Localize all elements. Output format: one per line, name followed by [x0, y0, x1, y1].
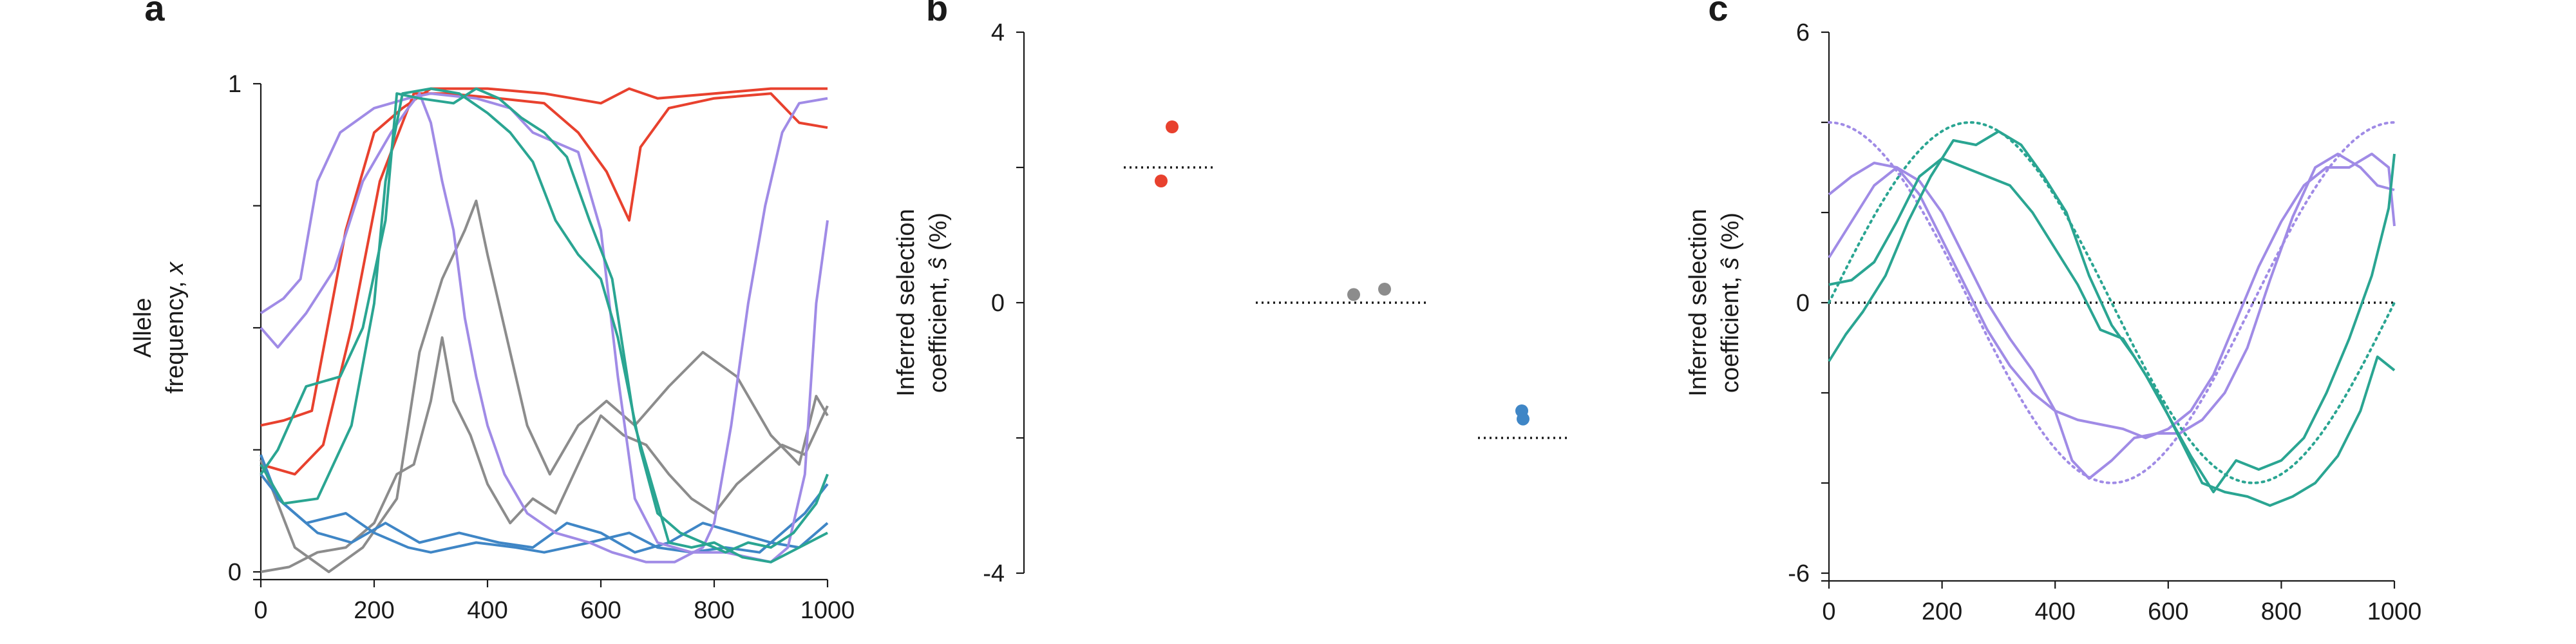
y-tick-label: 0 — [228, 559, 242, 586]
x-tick-label: 200 — [354, 597, 394, 624]
x-tick-label: 0 — [1822, 598, 1835, 625]
y-axis-title: Inferred selection coefficient, ŝ (%) — [1685, 209, 1744, 397]
y-axis-title-prefix: coefficient, — [1717, 270, 1744, 393]
x-tick-label: 800 — [2261, 598, 2302, 625]
y-axis-title-variable: ŝ — [1717, 258, 1744, 270]
y-axis-title-variable: x — [162, 261, 189, 276]
x-tick-label: 200 — [1922, 598, 1962, 625]
y-axis-title-suffix: (%) — [1717, 213, 1744, 258]
panel-label: c — [1708, 0, 1728, 28]
trajectory-gray — [260, 336, 829, 573]
true-selection-curve-teal — [1828, 120, 2396, 485]
estimate-point-blue — [1517, 412, 1530, 426]
y-axis-title-line2: coefficient, ŝ (%) — [925, 213, 952, 393]
x-tick-label: 600 — [580, 597, 621, 624]
y-axis-title-variable: ŝ — [925, 258, 952, 270]
trajectory-blue — [260, 473, 829, 554]
y-axis-title-line1: Inferred selection — [893, 209, 920, 397]
y-tick-label: -6 — [1788, 560, 1810, 587]
y-axis-title-line2: frequency, x — [162, 261, 189, 393]
y-axis-title: Inferred selection coefficient, ŝ (%) — [893, 209, 952, 397]
estimate-point-gray — [1347, 288, 1360, 301]
trajectory-blue — [260, 454, 829, 554]
y-tick-label: 0 — [991, 290, 1005, 317]
estimate-point-gray — [1378, 283, 1391, 296]
y-axis-title-suffix: (%) — [925, 213, 952, 258]
y-axis-title-line1: Allele — [129, 298, 156, 358]
panel-c: c -6 0 6 0 200 400 600 800 1000 Inferred selection… — [1685, 0, 2421, 625]
x-tick-label: 1000 — [2367, 598, 2422, 625]
y-axis-title: Allele frequency, x — [129, 261, 189, 393]
inferred-curve-teal — [1828, 153, 2396, 493]
y-axis-title-prefix: frequency, — [162, 274, 189, 393]
y-tick-label: 1 — [228, 71, 242, 98]
panel-label: a — [144, 0, 165, 28]
inferred-curve-purple — [1828, 153, 2395, 480]
panel-a: a 0 1 0 200 400 600 800 1000 Allele frequency, x — [129, 0, 855, 624]
trajectory-teal — [260, 87, 829, 554]
x-tick-label: 1000 — [800, 597, 855, 624]
inferred-curve-purple — [1828, 153, 2396, 439]
y-axis-title-line1: Inferred selection — [1685, 209, 1712, 397]
y-tick-label: -4 — [983, 560, 1005, 587]
y-tick-label: 0 — [1796, 290, 1810, 317]
x-tick-label: 800 — [694, 597, 734, 624]
trajectory-red — [260, 87, 828, 427]
trajectory-purple — [260, 92, 829, 564]
x-tick-label: 400 — [467, 597, 507, 624]
trajectory-teal — [260, 87, 828, 564]
x-tick-label: 600 — [2148, 598, 2188, 625]
estimate-point-red — [1166, 120, 1179, 133]
y-tick-label: 6 — [1796, 19, 1810, 46]
panel-b: b -4 0 4 Inferred selection coefficient, ŝ (%… — [893, 0, 1568, 587]
panel-label: b — [926, 0, 948, 28]
x-tick-label: 400 — [2034, 598, 2075, 625]
true-selection-curve-purple — [1828, 121, 2396, 485]
inferred-curve-teal — [1828, 130, 2396, 507]
y-axis-title-prefix: coefficient, — [925, 270, 952, 393]
trajectory-red — [260, 92, 828, 476]
y-axis-title-line2: coefficient, ŝ (%) — [1717, 213, 1744, 393]
estimate-point-red — [1155, 175, 1168, 187]
y-tick-label: 4 — [991, 19, 1005, 46]
trajectory-purple — [260, 92, 828, 564]
x-tick-label: 0 — [254, 597, 267, 624]
trajectory-gray — [260, 199, 829, 573]
